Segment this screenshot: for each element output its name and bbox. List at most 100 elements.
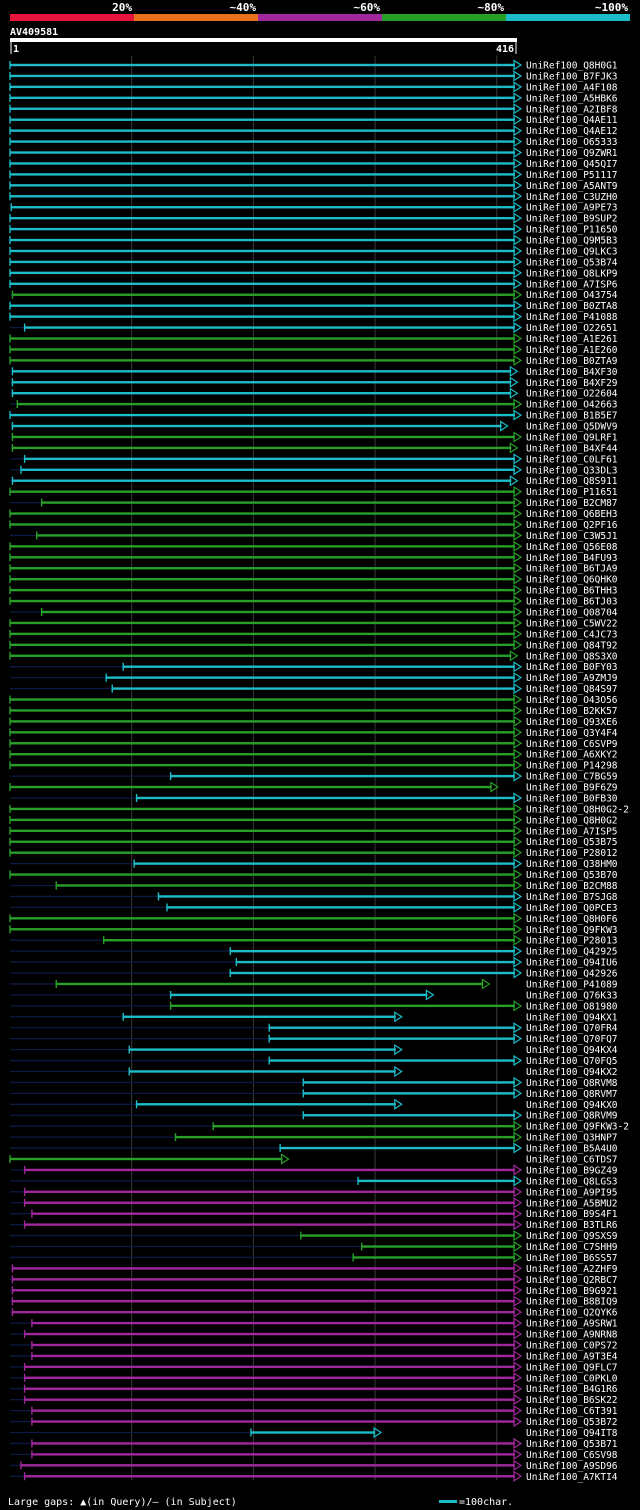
hit-label[interactable]: UniRef100_Q3Y4F4 xyxy=(526,728,618,739)
hit-row[interactable]: UniRef100_Q6QHK0 xyxy=(9,573,618,586)
hit-row[interactable]: UniRef100_C3W5J1 xyxy=(10,529,618,542)
hit-label[interactable]: UniRef100_B4XF29 xyxy=(526,378,618,389)
hit-row[interactable]: UniRef100_Q84T92 xyxy=(9,639,618,651)
hit-label[interactable]: UniRef100_Q45QI7 xyxy=(526,159,618,170)
hit-label[interactable]: UniRef100_Q9LRF1 xyxy=(526,432,618,443)
hit-label[interactable]: UniRef100_C6SV98 xyxy=(526,1450,618,1461)
hit-label[interactable]: UniRef100_Q9FLC7 xyxy=(526,1362,618,1373)
hit-label[interactable]: UniRef100_O22604 xyxy=(526,389,618,400)
hit-row[interactable]: UniRef100_A5BMU2 xyxy=(10,1197,618,1209)
hit-row[interactable]: UniRef100_B2CM87 xyxy=(10,497,618,509)
hit-label[interactable]: UniRef100_Q5DWV9 xyxy=(526,422,618,433)
hit-label[interactable]: UniRef100_B9GZ49 xyxy=(526,1165,618,1176)
hit-label[interactable]: UniRef100_B2CM88 xyxy=(526,881,618,892)
hit-label[interactable]: UniRef100_Q94KX4 xyxy=(526,1045,618,1056)
hit-row[interactable]: UniRef100_O43O56 xyxy=(9,693,618,706)
hit-label[interactable]: UniRef100_Q8S3X0 xyxy=(526,651,618,662)
hit-row[interactable]: UniRef100_Q6BEH3 xyxy=(9,507,618,520)
hit-row[interactable]: UniRef100_A7ISP6 xyxy=(9,278,618,290)
hit-row[interactable]: UniRef100_B6SS57 xyxy=(10,1251,618,1264)
hit-label[interactable]: UniRef100_B8BIQ9 xyxy=(526,1297,618,1308)
hit-label[interactable]: UniRef100_A7ISP5 xyxy=(526,826,618,837)
hit-row[interactable]: UniRef100_Q94KX0 xyxy=(10,1098,618,1111)
hit-label[interactable]: UniRef100_O65333 xyxy=(526,137,618,148)
hit-label[interactable]: UniRef100_Q9LKC3 xyxy=(526,246,618,257)
hit-row[interactable]: UniRef100_B0ZTA9 xyxy=(9,354,618,367)
hit-row[interactable]: UniRef100_A9PI95 xyxy=(10,1186,618,1198)
hit-label[interactable]: UniRef100_P28012 xyxy=(526,848,618,859)
hit-row[interactable]: UniRef100_Q9LKC3 xyxy=(9,245,618,257)
hit-row[interactable]: UniRef100_O65333 xyxy=(9,135,618,148)
hit-row[interactable]: UniRef100_C3UZH0 xyxy=(9,190,618,203)
hit-row[interactable]: UniRef100_P41089 xyxy=(10,978,618,990)
hit-row[interactable]: UniRef100_O22651 xyxy=(10,321,618,334)
hit-row[interactable]: UniRef100_A7KTI4 xyxy=(10,1470,618,1483)
hit-row[interactable]: UniRef100_B8BIQ9 xyxy=(10,1295,618,1308)
hit-row[interactable]: UniRef100_Q33DL3 xyxy=(10,464,618,476)
hit-row[interactable]: UniRef100_Q53B75 xyxy=(9,836,618,848)
hit-row[interactable]: UniRef100_B9SUP2 xyxy=(9,212,618,225)
hit-row[interactable]: UniRef100_P11651 xyxy=(9,486,618,498)
hit-label[interactable]: UniRef100_Q33DL3 xyxy=(526,465,618,476)
hit-row[interactable]: UniRef100_Q8H0G1 xyxy=(9,59,618,72)
hit-label[interactable]: UniRef100_Q94KX2 xyxy=(526,1067,618,1078)
hit-label[interactable]: UniRef100_B1B5E7 xyxy=(526,411,618,422)
hit-label[interactable]: UniRef100_O81980 xyxy=(526,1001,618,1012)
hit-row[interactable]: UniRef100_Q42925 xyxy=(10,945,618,958)
hit-row[interactable]: UniRef100_Q8S3X0 xyxy=(9,650,618,662)
hit-row[interactable]: UniRef100_Q38HM0 xyxy=(10,858,618,870)
hit-label[interactable]: UniRef100_Q6QHK0 xyxy=(526,575,618,586)
hit-label[interactable]: UniRef100_B9SUP2 xyxy=(526,214,618,225)
hit-label[interactable]: UniRef100_B0FB30 xyxy=(526,793,618,804)
hit-label[interactable]: UniRef100_C7SHH9 xyxy=(526,1242,618,1253)
hit-label[interactable]: UniRef100_B4XF44 xyxy=(526,443,618,454)
hit-row[interactable]: UniRef100_O43754 xyxy=(10,289,618,301)
hit-label[interactable]: UniRef100_A9PI95 xyxy=(526,1187,618,1198)
hit-label[interactable]: UniRef100_Q53B70 xyxy=(526,870,618,881)
hit-label[interactable]: UniRef100_Q8H0F6 xyxy=(526,914,618,925)
hit-label[interactable]: UniRef100_Q93XE6 xyxy=(526,717,618,728)
hit-row[interactable]: UniRef100_A9PE73 xyxy=(10,201,618,214)
hit-row[interactable]: UniRef100_Q84S97 xyxy=(10,682,618,695)
hit-label[interactable]: UniRef100_A9SRW1 xyxy=(526,1319,618,1330)
hit-label[interactable]: UniRef100_Q70FQ7 xyxy=(526,1034,618,1045)
hit-label[interactable]: UniRef100_Q08704 xyxy=(526,608,618,619)
hit-row[interactable]: UniRef100_A2ZHF9 xyxy=(10,1262,618,1275)
hit-row[interactable]: UniRef100_Q94KX4 xyxy=(10,1044,618,1056)
hit-label[interactable]: UniRef100_Q2PF16 xyxy=(526,520,618,531)
hit-label[interactable]: UniRef100_B4FU93 xyxy=(526,553,618,564)
hit-label[interactable]: UniRef100_B6THH3 xyxy=(526,586,618,597)
hit-label[interactable]: UniRef100_C6SVP9 xyxy=(526,739,618,750)
hit-row[interactable]: UniRef100_P28013 xyxy=(10,934,618,947)
hit-row[interactable]: UniRef100_Q8LKP9 xyxy=(9,267,618,279)
hit-label[interactable]: UniRef100_Q84S97 xyxy=(526,684,618,695)
hit-label[interactable]: UniRef100_A1E261 xyxy=(526,334,618,345)
hit-label[interactable]: UniRef100_P41088 xyxy=(526,312,618,323)
hit-row[interactable]: UniRef100_Q5DWV9 xyxy=(10,420,618,433)
hit-row[interactable]: UniRef100_A1E261 xyxy=(9,332,618,345)
hit-label[interactable]: UniRef100_B5A4U0 xyxy=(526,1144,618,1155)
hit-row[interactable]: UniRef100_P41088 xyxy=(9,311,618,323)
hit-label[interactable]: UniRef100_Q38HM0 xyxy=(526,859,618,870)
hit-label[interactable]: UniRef100_B0ZTA9 xyxy=(526,356,618,367)
hit-label[interactable]: UniRef100_C5WV22 xyxy=(526,618,618,629)
hit-label[interactable]: UniRef100_Q53B71 xyxy=(526,1439,618,1450)
hit-row[interactable]: UniRef100_Q56E08 xyxy=(9,540,618,553)
hit-row[interactable]: UniRef100_Q4AE11 xyxy=(9,114,618,126)
hit-label[interactable]: UniRef100_Q6BEH3 xyxy=(526,509,618,520)
hit-label[interactable]: UniRef100_Q56E08 xyxy=(526,542,618,553)
hit-label[interactable]: UniRef100_Q2QYK6 xyxy=(526,1308,618,1319)
hit-row[interactable]: UniRef100_Q3HNP7 xyxy=(10,1131,618,1144)
hit-label[interactable]: UniRef100_Q9M5B3 xyxy=(526,236,618,247)
hit-row[interactable]: UniRef100_P28012 xyxy=(9,847,618,859)
hit-row[interactable]: UniRef100_B0ZTA8 xyxy=(9,300,618,312)
hit-label[interactable]: UniRef100_Q8RVM9 xyxy=(526,1111,618,1122)
hit-row[interactable]: UniRef100_Q2RBC7 xyxy=(10,1273,618,1286)
hit-row[interactable]: UniRef100_Q08704 xyxy=(10,606,618,619)
hit-row[interactable]: UniRef100_B0FB30 xyxy=(10,792,618,804)
hit-label[interactable]: UniRef100_O43O56 xyxy=(526,695,618,706)
hit-label[interactable]: UniRef100_Q8H0G2-2 xyxy=(526,804,629,815)
hit-row[interactable]: UniRef100_P51117 xyxy=(9,168,618,181)
hit-row[interactable]: UniRef100_C0LF61 xyxy=(10,453,618,465)
hit-row[interactable]: UniRef100_B2KK57 xyxy=(9,704,618,717)
